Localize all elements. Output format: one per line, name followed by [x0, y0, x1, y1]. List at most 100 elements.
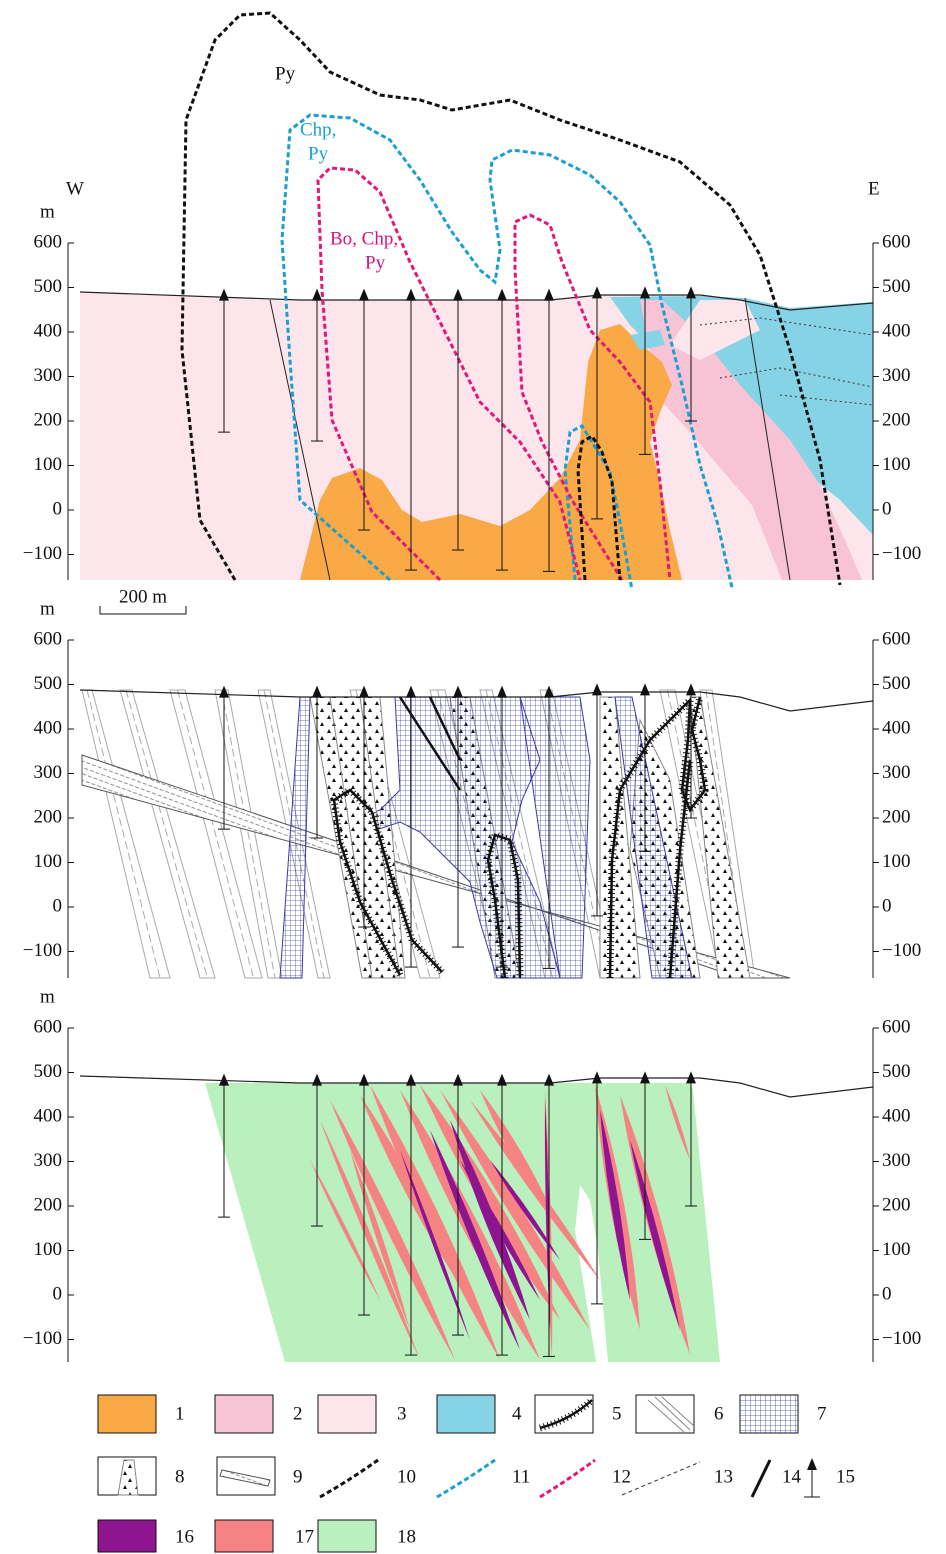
legend-thrust	[539, 1399, 593, 1430]
borehole-collar	[592, 683, 602, 696]
borehole-collar	[453, 1073, 463, 1086]
y-tick-label: 200	[882, 806, 911, 827]
legend-label: 8	[175, 1466, 185, 1487]
borehole-collar	[453, 288, 463, 301]
legend-swatch	[214, 1519, 274, 1553]
surface	[79, 1075, 874, 1098]
unit-label: m	[40, 598, 55, 619]
dyke-band	[81, 689, 171, 979]
legend-label: 17	[295, 1526, 314, 1547]
legend-swatch	[635, 1394, 695, 1434]
y-tick-label: −100	[882, 543, 921, 564]
legend-label: 18	[397, 1526, 416, 1547]
y-tick-label: 400	[882, 320, 911, 341]
y-tick-label: 0	[882, 895, 892, 916]
y-tick-label: 600	[882, 231, 911, 252]
legend-swatch	[97, 1394, 157, 1434]
ore-16	[600, 1110, 630, 1300]
unit-2	[640, 300, 862, 580]
legend-label: 12	[612, 1466, 631, 1487]
surface	[79, 291, 874, 311]
borehole-collar	[686, 1071, 696, 1084]
borehole-collar	[640, 1071, 650, 1084]
legend-label: 7	[817, 1403, 827, 1424]
dyke-line	[86, 689, 161, 979]
legend-label: 2	[293, 1403, 303, 1424]
scale-bar-label: 200 m	[119, 586, 167, 607]
py-label: Py	[275, 63, 296, 84]
dyke-line	[125, 689, 208, 979]
unit-3-inlier	[670, 300, 760, 360]
legend-py	[319, 1458, 379, 1499]
y-tick-label: 100	[34, 454, 63, 475]
y-tick-label: 0	[53, 498, 63, 519]
borehole-collar	[359, 685, 369, 698]
legend-chp	[436, 1458, 496, 1499]
bedding-line	[699, 317, 874, 336]
legend-label: 14	[782, 1466, 802, 1487]
y-tick-label: 100	[882, 1239, 911, 1260]
y-tick-label: −100	[882, 940, 921, 961]
legend-label: 4	[512, 1403, 522, 1424]
borehole-collar	[312, 288, 322, 301]
y-tick-label: −100	[23, 1328, 62, 1349]
borehole-collar	[219, 1073, 229, 1086]
y-tick-label: 100	[34, 851, 63, 872]
ore-17	[350, 1150, 410, 1330]
y-tick-label: 600	[34, 231, 63, 252]
y-tick-label: 400	[882, 1105, 911, 1126]
y-tick-label: 600	[34, 628, 63, 649]
y-tick-label: −100	[882, 1328, 921, 1349]
y-tick-label: 200	[882, 1194, 911, 1215]
fault	[398, 696, 462, 791]
borehole-collar	[640, 286, 650, 299]
legend-label: 9	[293, 1466, 303, 1487]
y-tick-label: 600	[882, 628, 911, 649]
chp-contour	[280, 113, 734, 589]
breccia-band	[689, 696, 751, 979]
legend-label: 1	[175, 1403, 185, 1424]
unit-4-lens	[630, 330, 665, 350]
unit-label: m	[40, 986, 55, 1007]
ore-17	[420, 1085, 560, 1320]
borehole-collar	[497, 288, 507, 301]
ore-17	[370, 1085, 500, 1360]
y-tick-label: 300	[882, 1150, 911, 1171]
ore-16	[630, 1140, 680, 1330]
thrust-fault	[332, 788, 443, 976]
y-tick-label: 200	[34, 806, 63, 827]
unit-label: m	[40, 201, 55, 222]
chp-contour	[563, 424, 634, 591]
borehole-collar	[406, 685, 416, 698]
borehole-collar	[640, 683, 650, 696]
thrust-fault	[668, 759, 692, 979]
legend-bedding	[621, 1461, 701, 1496]
y-tick-label: 500	[882, 276, 911, 297]
y-tick-label: 100	[882, 454, 911, 475]
y-tick-label: 300	[34, 1150, 63, 1171]
y-tick-label: 400	[34, 717, 63, 738]
legend-fault	[750, 1459, 772, 1498]
thrust-fault	[486, 833, 522, 979]
bo-label: Bo, Chp,	[330, 228, 398, 249]
ore-16	[400, 1150, 470, 1340]
y-tick-label: 600	[34, 1016, 63, 1037]
y-tick-label: 500	[34, 673, 63, 694]
legend-swatch	[97, 1519, 157, 1553]
borehole-collar	[544, 1073, 554, 1086]
y-tick-label: 500	[882, 1061, 911, 1082]
ore-17	[310, 1160, 380, 1300]
borehole-collar	[497, 685, 507, 698]
stockwork	[519, 696, 591, 979]
ore-17	[480, 1090, 560, 1230]
y-tick-label: −100	[23, 543, 62, 564]
py-contour	[576, 433, 622, 581]
bo-label: Py	[365, 252, 386, 273]
chp-label: Chp,	[300, 119, 336, 140]
legend-collar	[807, 1458, 817, 1470]
borehole-collar	[312, 1073, 322, 1086]
y-tick-label: 0	[53, 1283, 63, 1304]
y-tick-label: 0	[53, 895, 63, 916]
legend-label: 3	[397, 1403, 407, 1424]
